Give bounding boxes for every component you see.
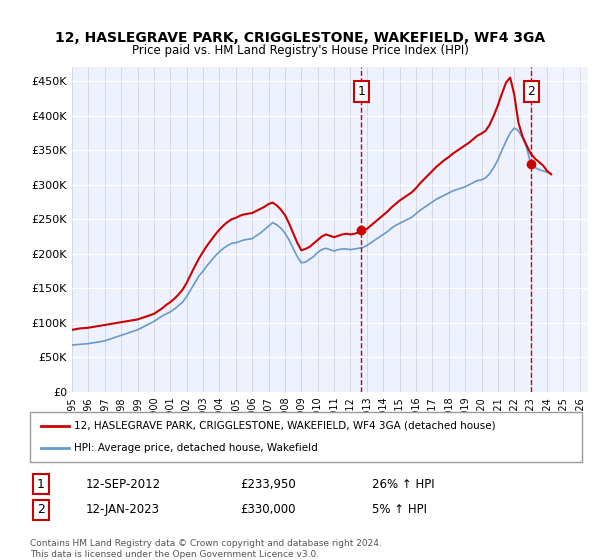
Text: 1: 1	[37, 478, 45, 491]
Text: 26% ↑ HPI: 26% ↑ HPI	[372, 478, 435, 491]
Text: 5% ↑ HPI: 5% ↑ HPI	[372, 503, 427, 516]
Text: 12, HASLEGRAVE PARK, CRIGGLESTONE, WAKEFIELD, WF4 3GA (detached house): 12, HASLEGRAVE PARK, CRIGGLESTONE, WAKEF…	[74, 421, 496, 431]
Text: Contains HM Land Registry data © Crown copyright and database right 2024.: Contains HM Land Registry data © Crown c…	[30, 539, 382, 548]
Text: £233,950: £233,950	[240, 478, 296, 491]
FancyBboxPatch shape	[30, 412, 582, 462]
Text: £330,000: £330,000	[240, 503, 295, 516]
Text: HPI: Average price, detached house, Wakefield: HPI: Average price, detached house, Wake…	[74, 443, 318, 453]
Bar	[551, 67, 588, 392]
Text: Price paid vs. HM Land Registry's House Price Index (HPI): Price paid vs. HM Land Registry's House …	[131, 44, 469, 57]
Text: 1: 1	[358, 85, 365, 98]
Text: 12-SEP-2012: 12-SEP-2012	[85, 478, 160, 491]
Text: This data is licensed under the Open Government Licence v3.0.: This data is licensed under the Open Gov…	[30, 550, 319, 559]
Text: 12-JAN-2023: 12-JAN-2023	[85, 503, 159, 516]
Text: 12, HASLEGRAVE PARK, CRIGGLESTONE, WAKEFIELD, WF4 3GA: 12, HASLEGRAVE PARK, CRIGGLESTONE, WAKEF…	[55, 31, 545, 45]
Text: 2: 2	[527, 85, 535, 98]
Text: 2: 2	[37, 503, 45, 516]
